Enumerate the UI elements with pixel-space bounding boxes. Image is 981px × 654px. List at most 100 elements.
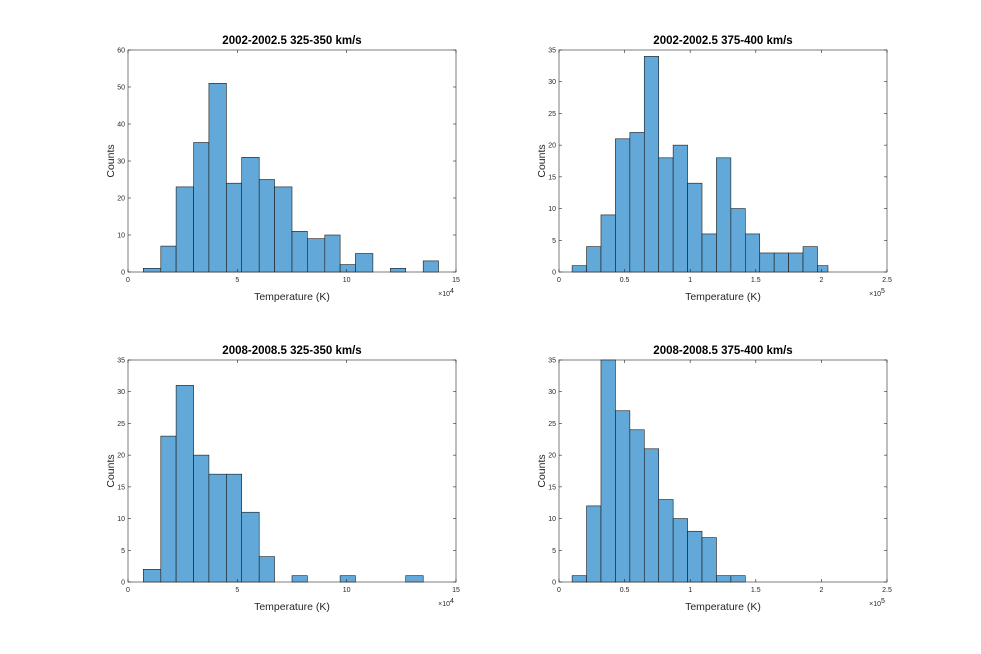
histogram-bar	[324, 234, 341, 273]
histogram-bar	[658, 499, 674, 583]
y-tick-label: 20	[117, 453, 125, 460]
y-tick-label: 30	[117, 159, 125, 166]
x-tick-label: 5	[235, 277, 239, 284]
y-tick-label: 35	[117, 358, 125, 365]
y-tick-label: 0	[552, 580, 556, 587]
y-tick-label: 5	[121, 548, 125, 555]
histogram-bar	[226, 473, 243, 583]
histogram-bar	[687, 530, 703, 583]
x-tick-label: 15	[452, 277, 460, 284]
x-tick-label: 2	[819, 277, 823, 284]
y-tick-label: 30	[548, 79, 556, 86]
chart-title: 2002-2002.5 325-350 km/s	[222, 35, 361, 47]
chart-title: 2002-2002.5 375-400 km/s	[653, 35, 792, 47]
x-axis-label: Temperature (K)	[254, 601, 330, 613]
histogram-bar	[643, 56, 660, 273]
histogram-bar	[600, 214, 616, 273]
y-tick-label: 20	[548, 143, 556, 150]
histogram-bar	[175, 186, 194, 273]
histogram-bar	[788, 252, 804, 273]
histogram-bar	[307, 238, 326, 273]
x-tick-label: 1	[688, 587, 692, 594]
y-tick-label: 40	[117, 122, 125, 129]
y-axis-label: Counts	[536, 144, 548, 177]
chart-title: 2008-2008.5 375-400 km/s	[653, 345, 792, 357]
y-tick-label: 0	[121, 580, 125, 587]
x-axis-exponent: 5	[881, 288, 885, 295]
histogram-bar	[817, 265, 829, 273]
histogram-bar	[422, 260, 439, 273]
histogram-bar	[773, 252, 789, 273]
x-axis-exponent: 4	[450, 598, 454, 605]
y-tick-label: 5	[552, 548, 556, 555]
x-tick-label: 10	[343, 587, 351, 594]
y-tick-label: 0	[552, 270, 556, 277]
histogram-2002-325-350: 0 10 20 30 40 50 60 0 5 10 15×10 4 2002-2002.5 325-3…	[105, 35, 460, 303]
histogram-bar	[701, 537, 717, 583]
histogram-bar	[160, 245, 177, 273]
x-tick-label: 2	[819, 587, 823, 594]
y-tick-label: 10	[548, 206, 556, 213]
histogram-bar	[802, 246, 818, 273]
histogram-bar	[390, 267, 407, 273]
histogram-bar	[629, 429, 645, 583]
y-tick-label: 10	[117, 233, 125, 240]
histogram-bar	[193, 142, 210, 273]
histogram-bar	[672, 518, 688, 583]
histogram-bar	[672, 144, 688, 273]
y-tick-label: 0	[121, 270, 125, 277]
x-tick-label: 0	[557, 277, 561, 284]
histogram-bar	[701, 233, 717, 273]
x-tick-label: 0.5	[620, 277, 630, 284]
histogram-bar	[175, 385, 194, 583]
histogram-bar	[258, 556, 275, 583]
histogram-bar	[586, 505, 602, 583]
histogram-bar	[339, 264, 356, 273]
x-tick-label: 0	[126, 277, 130, 284]
histogram-bar	[241, 511, 260, 583]
x-tick-label: 1	[688, 277, 692, 284]
histogram-bar	[629, 132, 645, 273]
y-tick-label: 10	[548, 516, 556, 523]
histogram-bar	[643, 448, 660, 583]
y-tick-label: 30	[548, 389, 556, 396]
x-tick-label: 0	[126, 587, 130, 594]
histogram-bar	[716, 157, 732, 273]
histogram-bar	[160, 435, 177, 583]
histogram-bar	[143, 267, 162, 273]
histogram-bar	[730, 575, 746, 583]
x-axis-label: Temperature (K)	[685, 601, 761, 613]
histogram-bar	[615, 138, 631, 273]
chart-title: 2008-2008.5 325-350 km/s	[222, 345, 361, 357]
x-axis-label: Temperature (K)	[685, 291, 761, 303]
x-axis-label: Temperature (K)	[254, 291, 330, 303]
histogram-bar	[274, 186, 293, 273]
x-tick-label: 15	[452, 587, 460, 594]
x-tick-label: 2.5	[882, 277, 892, 284]
histogram-bar	[658, 157, 674, 273]
x-tick-label: 0	[557, 587, 561, 594]
y-tick-label: 10	[117, 516, 125, 523]
y-tick-label: 15	[548, 174, 556, 181]
y-axis-label: Counts	[536, 454, 548, 487]
x-axis-exponent: 5	[881, 598, 885, 605]
x-axis-multiplier: ×10	[869, 291, 881, 298]
x-tick-label: 1.5	[751, 587, 761, 594]
y-tick-label: 15	[117, 484, 125, 491]
y-tick-label: 35	[548, 48, 556, 55]
x-tick-label: 1.5	[751, 277, 761, 284]
x-tick-label: 5	[235, 587, 239, 594]
histogram-bar	[571, 575, 587, 583]
x-axis-exponent: 4	[450, 288, 454, 295]
y-axis-label: Counts	[105, 144, 117, 177]
histogram-bar	[600, 359, 616, 583]
x-tick-label: 0.5	[620, 587, 630, 594]
histogram-bar	[687, 182, 703, 273]
x-tick-label: 10	[343, 277, 351, 284]
y-tick-label: 25	[548, 421, 556, 428]
histogram-bar	[716, 575, 732, 583]
histogram-bar	[193, 454, 210, 583]
